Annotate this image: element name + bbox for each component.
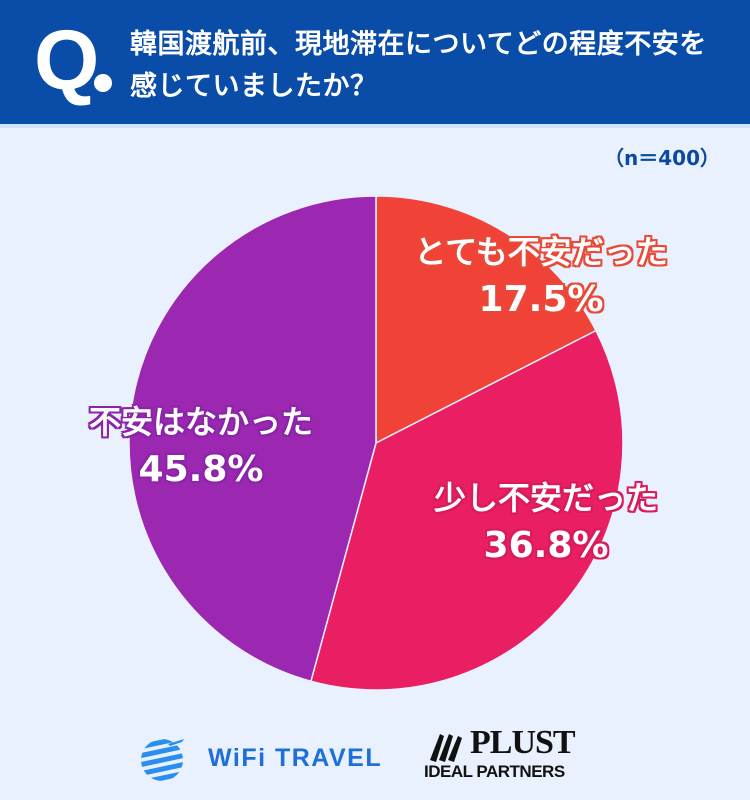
header-divider — [0, 124, 750, 128]
label-text: とても不安だった — [414, 233, 668, 271]
plust-subtitle: IDEAL PARTNERS — [424, 762, 565, 781]
globe-plane-icon — [141, 739, 184, 781]
label-percent: 45.8% — [138, 449, 264, 490]
wifi-travel-logo: WiFi TRAVEL — [140, 728, 382, 788]
wifi-travel-text: WiFi TRAVEL — [208, 743, 383, 772]
q-dot-icon — [94, 74, 112, 92]
slice-label-somewhat-anxious: 少し不安だった 36.8% — [396, 474, 696, 570]
plust-logo: PLUST IDEAL PARTNERS — [424, 724, 584, 788]
question-header: Q 韓国渡航前、現地滞在についてどの程度不安を感じていましたか？ — [0, 0, 750, 124]
pie-slice-very-anxious — [375, 195, 597, 445]
label-text: 不安はなかった — [88, 403, 313, 441]
pie-slice-not-anxious — [128, 195, 377, 683]
slice-label-not-anxious: 不安はなかった 45.8% — [56, 398, 346, 494]
sample-size-label: （n＝400） — [604, 146, 720, 170]
slice-label-very-anxious: とても不安だった 17.5% — [386, 228, 696, 324]
question-text: 韓国渡航前、現地滞在についてどの程度不安を感じていましたか？ — [130, 29, 707, 102]
plust-mark-icon — [430, 734, 462, 762]
plust-text: PLUST — [470, 724, 576, 761]
pie-slice-somewhat-anxious — [309, 329, 624, 691]
label-percent: 36.8% — [483, 525, 609, 566]
label-percent: 17.5% — [478, 279, 604, 320]
label-text: 少し不安だった — [433, 479, 658, 517]
q-mark: Q — [34, 13, 100, 107]
